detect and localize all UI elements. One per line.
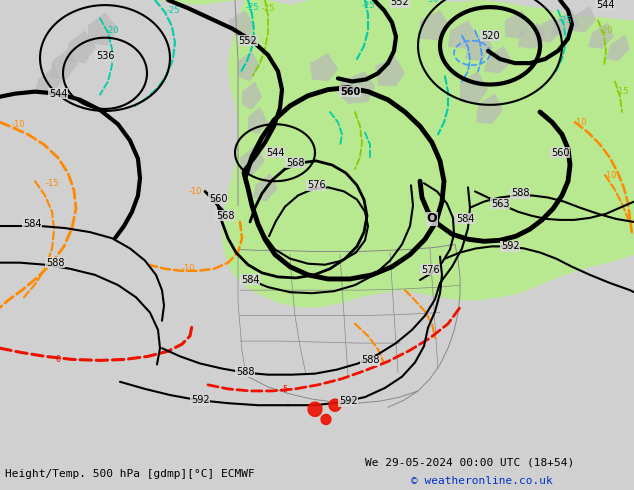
Text: -20: -20 (105, 26, 119, 35)
Polygon shape (420, 10, 450, 41)
Text: Height/Temp. 500 hPa [gdmp][°C] ECMWF: Height/Temp. 500 hPa [gdmp][°C] ECMWF (5, 469, 255, 479)
Text: 584: 584 (456, 214, 474, 224)
Polygon shape (248, 107, 268, 134)
Text: We 29-05-2024 00:00 UTC (18+54): We 29-05-2024 00:00 UTC (18+54) (365, 458, 574, 468)
Polygon shape (228, 10, 255, 41)
Polygon shape (534, 16, 562, 43)
Polygon shape (35, 67, 62, 96)
Polygon shape (308, 402, 322, 416)
Polygon shape (253, 173, 278, 201)
Text: O: O (427, 212, 437, 225)
Text: 592: 592 (501, 242, 519, 251)
Text: 563: 563 (491, 198, 509, 209)
Text: -5: -5 (281, 386, 289, 394)
Polygon shape (338, 71, 375, 104)
Text: 544: 544 (596, 0, 614, 10)
Polygon shape (329, 399, 341, 411)
Polygon shape (440, 0, 634, 61)
Polygon shape (448, 21, 477, 49)
Text: 576: 576 (307, 180, 325, 190)
Polygon shape (375, 56, 405, 87)
Polygon shape (476, 94, 503, 124)
Polygon shape (465, 32, 493, 61)
Polygon shape (518, 23, 546, 49)
Text: 584: 584 (23, 219, 41, 229)
Text: -10: -10 (188, 187, 202, 196)
Text: 560: 560 (551, 147, 569, 158)
Text: 536: 536 (96, 51, 114, 61)
Text: 588: 588 (361, 355, 379, 366)
Text: -25: -25 (166, 6, 180, 15)
Text: 588: 588 (511, 189, 529, 198)
Text: -10: -10 (11, 120, 25, 129)
Text: 568: 568 (216, 211, 234, 221)
Polygon shape (460, 71, 488, 104)
Text: © weatheronline.co.uk: © weatheronline.co.uk (411, 476, 553, 486)
Text: -15: -15 (45, 179, 59, 188)
Text: -25: -25 (245, 2, 259, 12)
Polygon shape (568, 6, 596, 32)
Text: 560: 560 (340, 87, 360, 97)
Text: 576: 576 (421, 265, 439, 275)
Polygon shape (375, 0, 470, 56)
Text: -25: -25 (261, 3, 275, 13)
Text: -15: -15 (615, 87, 629, 96)
Text: -30: -30 (425, 0, 439, 4)
Text: 588: 588 (46, 258, 64, 268)
Text: 584: 584 (241, 275, 259, 285)
Polygon shape (551, 10, 579, 37)
Text: -20: -20 (599, 26, 612, 35)
Polygon shape (50, 49, 78, 79)
Text: -25: -25 (361, 0, 375, 10)
Text: 568: 568 (286, 158, 304, 168)
Polygon shape (310, 53, 338, 81)
Text: -10: -10 (181, 264, 195, 273)
Polygon shape (238, 51, 260, 81)
Text: 552: 552 (238, 36, 257, 46)
Text: 552: 552 (391, 0, 410, 7)
Text: 544: 544 (266, 147, 284, 158)
Polygon shape (242, 81, 262, 110)
Polygon shape (484, 46, 512, 74)
Text: 592: 592 (191, 395, 209, 405)
Polygon shape (88, 12, 118, 46)
Text: 588: 588 (236, 367, 254, 377)
Polygon shape (505, 10, 530, 39)
Polygon shape (606, 35, 630, 61)
Text: -10: -10 (603, 171, 617, 180)
Polygon shape (155, 0, 634, 307)
Text: -25: -25 (559, 16, 572, 25)
Text: 544: 544 (49, 89, 67, 98)
Polygon shape (240, 145, 265, 175)
Text: -10: -10 (573, 118, 586, 127)
Text: 560: 560 (209, 194, 227, 203)
Polygon shape (588, 23, 614, 49)
Polygon shape (68, 30, 96, 63)
Text: 520: 520 (481, 31, 500, 41)
Text: 0: 0 (55, 355, 61, 364)
Polygon shape (321, 415, 331, 424)
Text: 592: 592 (339, 396, 358, 406)
